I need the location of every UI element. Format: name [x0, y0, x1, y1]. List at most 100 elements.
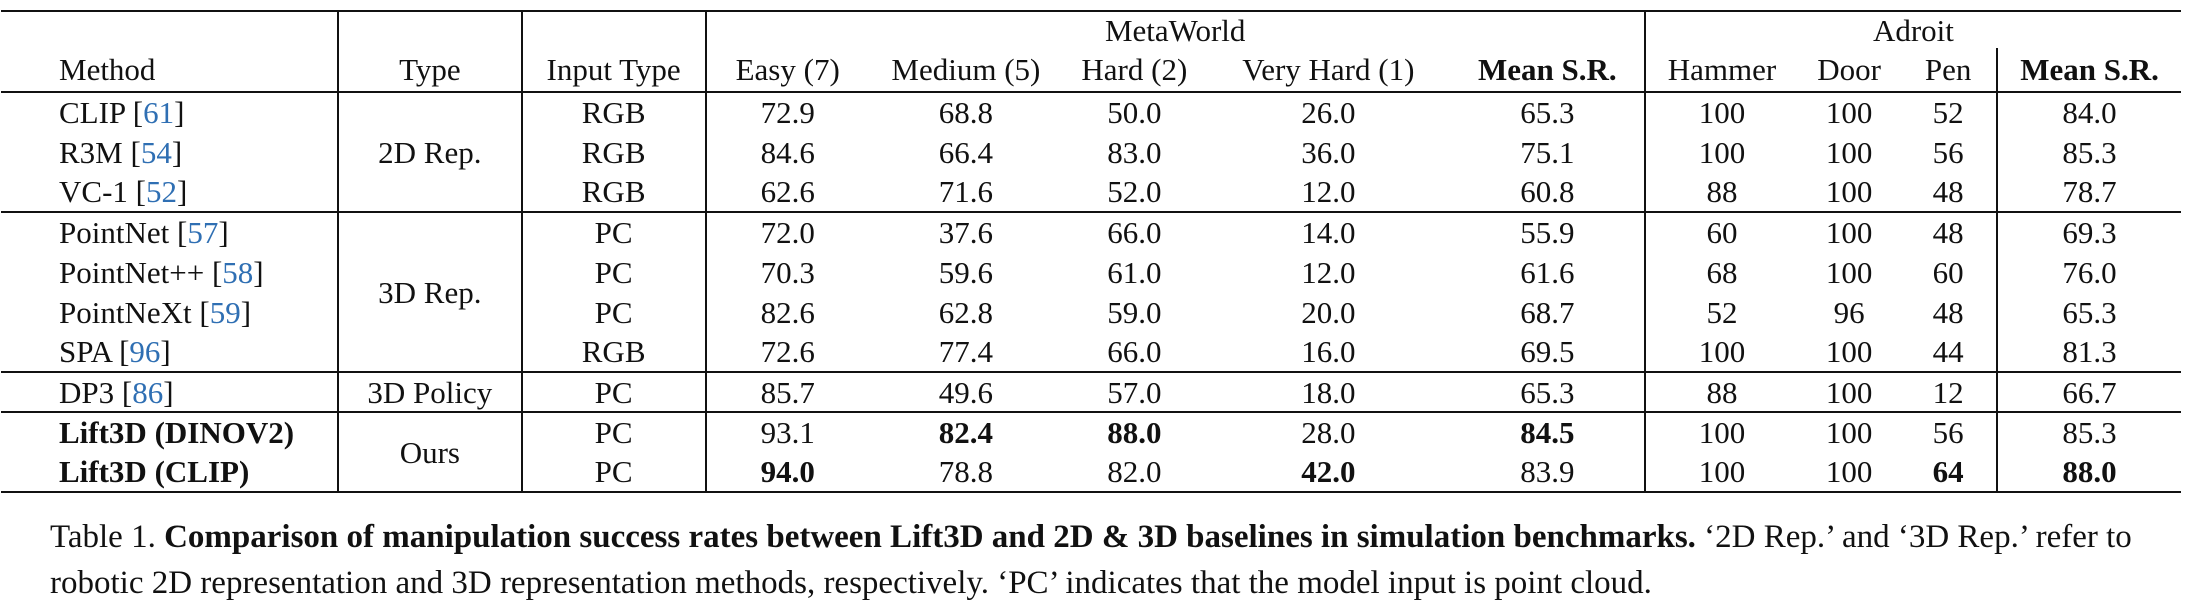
type-cell: 2D Rep. — [337, 91, 523, 212]
value-cell: 20.0 — [1301, 294, 1356, 330]
results-table: MetaWorld Adroit Method Type Input Type … — [1, 10, 2181, 493]
method-cell: SPA [96] — [1, 332, 339, 372]
citation-link[interactable]: 96 — [129, 334, 161, 369]
value-cell: 16.0 — [1301, 334, 1356, 369]
citation-link[interactable]: 54 — [140, 134, 172, 170]
value-cell: 52 — [1706, 294, 1738, 330]
header-pen: Pen — [1900, 48, 1999, 92]
header-very-hard: Very Hard (1) — [1242, 52, 1415, 87]
value-cell: 36.0 — [1301, 134, 1356, 170]
value-cell: 84.0 — [1997, 91, 2181, 132]
method-cell: PointNeXt [59] — [1, 292, 339, 332]
input-cell: PC — [521, 211, 707, 252]
value-cell: 62.8 — [938, 294, 993, 330]
value-cell: 65.3 — [1450, 371, 1646, 412]
value-cell: 71.6 — [938, 174, 993, 209]
value-cell: 100 — [1798, 371, 1901, 412]
input-cell: PC — [521, 292, 707, 332]
citation-link[interactable]: 59 — [209, 294, 241, 330]
group-header-row: MetaWorld Adroit — [1, 10, 2181, 48]
value-cell: 100 — [1644, 91, 1799, 132]
table-row: PointNet [57] 3D Rep. PC 72.0 37.6 66.0 … — [1, 211, 2181, 372]
value-cell: 69.3 — [1997, 211, 2181, 252]
value-cell: 56 — [1900, 411, 1999, 452]
value-cell: 52 — [1900, 91, 1999, 132]
input-cell: PC — [521, 452, 707, 493]
value-cell: 60.8 — [1450, 172, 1646, 212]
table-row: R3M [54] RGB 84.6 66.4 83.0 36.0 75.1 10… — [1, 132, 2181, 172]
metaworld-group-header: MetaWorld — [705, 10, 1646, 48]
value-cell: 66.0 — [1062, 211, 1206, 252]
table-row: SPA [96] RGB 72.6 77.4 66.0 16.0 69.5 10… — [1, 332, 2181, 372]
value-cell: 100 — [1825, 334, 1873, 369]
value-cell: 66.7 — [1997, 371, 2181, 412]
table-row: Lift3D (DINOV2) Ours PC 93.1 82.4 88.0 2… — [1, 411, 2181, 493]
value-cell: 48 — [1900, 172, 1999, 212]
value-cell: 100 — [1644, 452, 1799, 493]
input-cell: RGB — [521, 91, 707, 132]
type-cell: Ours — [337, 411, 523, 493]
citation-link[interactable]: 58 — [222, 254, 254, 290]
value-cell: 85.7 — [705, 371, 869, 412]
header-easy: Easy (7) — [735, 52, 840, 87]
value-cell: 100 — [1825, 134, 1873, 170]
value-cell: 60 — [1644, 211, 1799, 252]
value-cell: 60 — [1900, 252, 1999, 292]
value-cell: 100 — [1798, 211, 1901, 252]
table-row: Lift3D (CLIP) PC 94.0 78.8 82.0 42.0 83.… — [1, 452, 2181, 493]
value-cell: 88 — [1644, 371, 1799, 412]
header-input-type: Input Type — [521, 48, 707, 92]
value-cell: 64 — [1900, 452, 1999, 493]
type-cell: 3D Policy — [337, 371, 523, 412]
citation-link[interactable]: 61 — [143, 95, 175, 130]
value-cell: 82.4 — [868, 411, 1063, 452]
value-cell: 12 — [1900, 371, 1999, 412]
citation-link[interactable]: 52 — [145, 174, 177, 209]
value-cell: 78.7 — [2062, 174, 2117, 209]
value-cell: 28.0 — [1205, 411, 1451, 452]
value-cell: 57.0 — [1062, 371, 1206, 412]
method-cell: PointNet++ [58] — [1, 252, 339, 292]
table-row: CLIP [61] 2D Rep. RGB 72.9 68.8 50.0 26.… — [1, 91, 2181, 212]
value-cell: 49.6 — [868, 371, 1063, 412]
column-header-row: Method Type Input Type Easy (7) Medium (… — [1, 48, 2181, 92]
citation-link[interactable]: 57 — [187, 215, 219, 250]
value-cell: 48 — [1900, 292, 1999, 332]
value-cell: 72.9 — [705, 91, 869, 132]
value-cell: 12.0 — [1301, 254, 1356, 290]
value-cell: 81.3 — [2062, 334, 2117, 369]
input-cell: RGB — [521, 132, 707, 172]
method-cell: DP3 [86] — [1, 371, 339, 412]
value-cell: 68 — [1706, 254, 1738, 290]
value-cell: 69.5 — [1450, 332, 1646, 372]
header-hammer: Hammer — [1667, 52, 1777, 87]
value-cell: 88.0 — [1062, 411, 1206, 452]
value-cell: 50.0 — [1062, 91, 1206, 132]
value-cell: 72.0 — [705, 211, 869, 252]
input-cell: PC — [521, 252, 707, 292]
method-cell: CLIP [61] — [1, 91, 339, 132]
value-cell: 55.9 — [1450, 211, 1646, 252]
method-cell: Lift3D (CLIP) — [1, 452, 339, 493]
header-medium: Medium (5) — [891, 52, 1041, 87]
value-cell: 72.6 — [760, 334, 815, 369]
value-cell: 83.0 — [1107, 134, 1162, 170]
table-row: DP3 [86] 3D Policy PC 85.7 49.6 57.0 18.… — [1, 371, 2181, 412]
input-cell: RGB — [521, 332, 707, 372]
input-cell: RGB — [521, 172, 707, 212]
results-table-container: MetaWorld Adroit Method Type Input Type … — [0, 10, 2194, 493]
value-cell: 84.6 — [760, 134, 815, 170]
value-cell: 66.0 — [1107, 334, 1162, 369]
method-cell: Lift3D (DINOV2) — [1, 411, 339, 452]
value-cell: 44 — [1900, 332, 1999, 372]
method-cell: R3M [54] — [1, 132, 339, 172]
table-row: PointNeXt [59] PC 82.6 62.8 59.0 20.0 68… — [1, 292, 2181, 332]
value-cell: 48 — [1900, 211, 1999, 252]
value-cell: 61.6 — [1450, 252, 1646, 292]
input-cell: PC — [521, 411, 707, 452]
method-cell: VC-1 [52] — [1, 172, 339, 212]
table-row: PointNet++ [58] PC 70.3 59.6 61.0 12.0 6… — [1, 252, 2181, 292]
value-cell: 100 — [1798, 91, 1901, 132]
citation-link[interactable]: 86 — [132, 374, 164, 410]
value-cell: 59.0 — [1107, 294, 1162, 330]
